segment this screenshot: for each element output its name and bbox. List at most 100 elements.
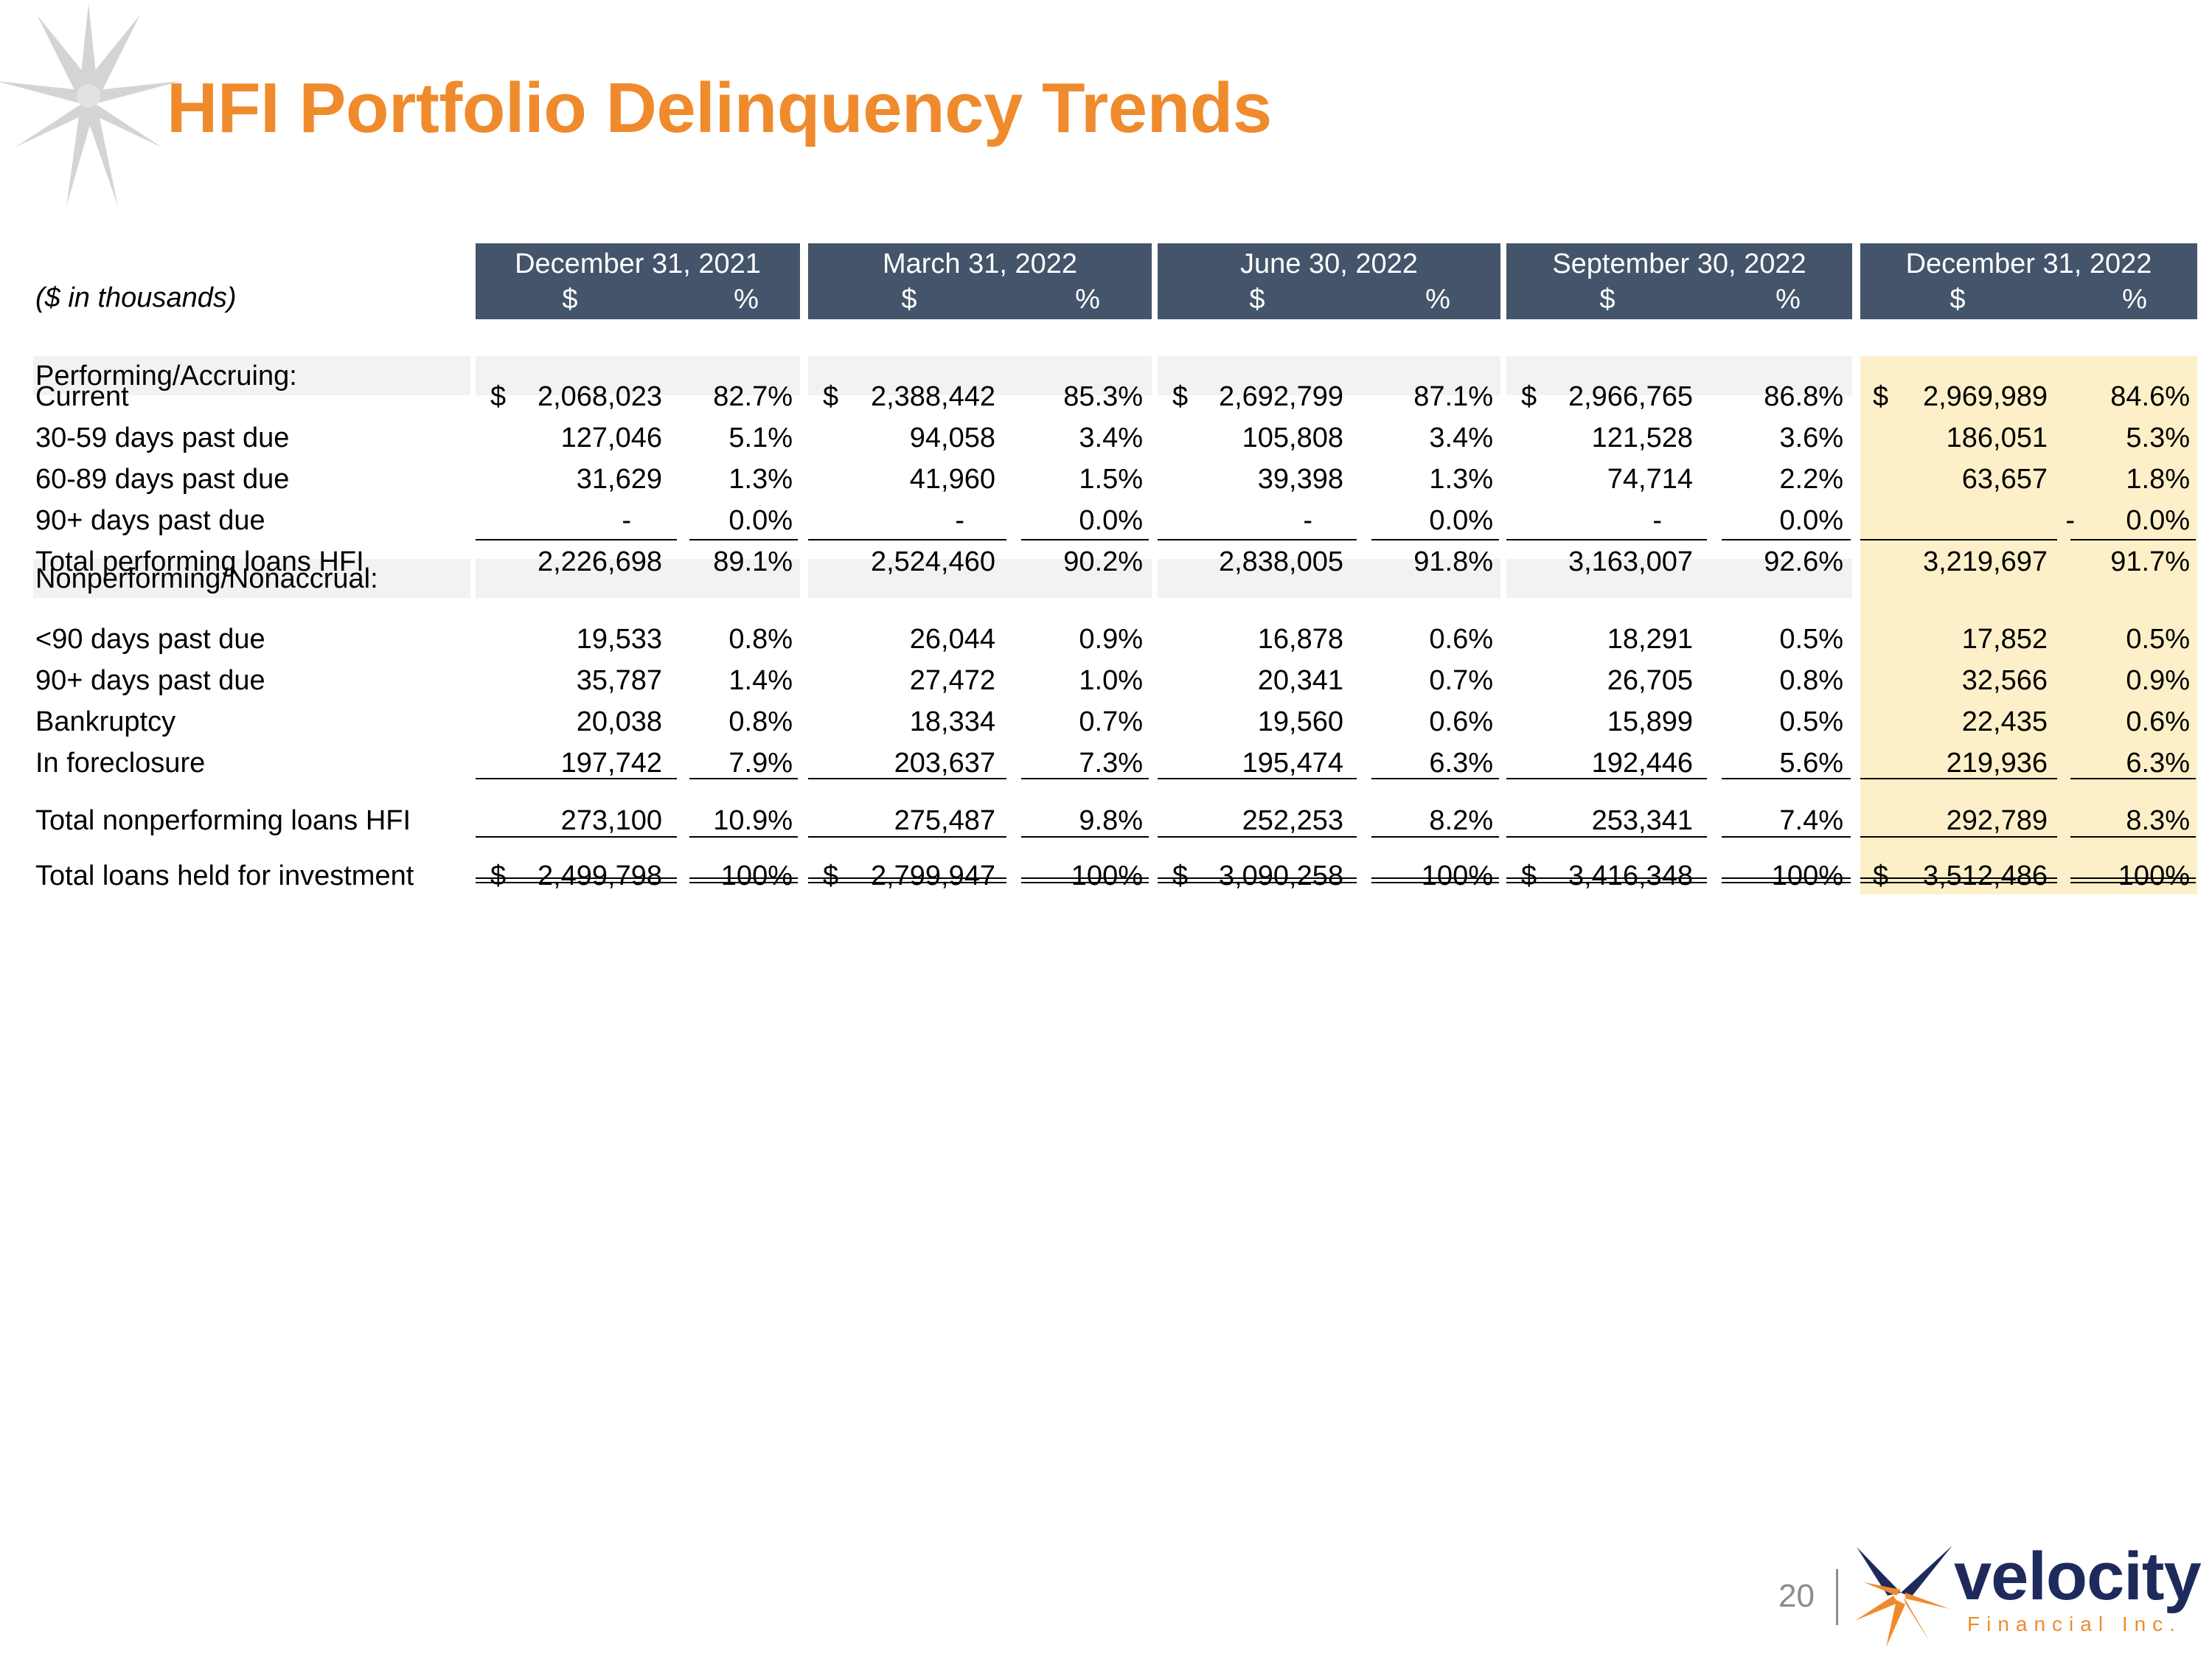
amount-cell: - bbox=[1303, 505, 1312, 536]
percent-cell: 1.3% bbox=[728, 464, 793, 495]
percent-cell: 0.8% bbox=[728, 706, 793, 737]
currency-symbol: $ bbox=[1172, 860, 1189, 891]
percent-cell: 86.8% bbox=[1764, 381, 1843, 412]
row-label: In foreclosure bbox=[35, 748, 206, 779]
underline bbox=[1371, 778, 1499, 779]
percent-cell: 6.3% bbox=[2126, 748, 2190, 779]
amount-cell: 2,524,460 bbox=[870, 546, 995, 577]
section-band bbox=[1158, 356, 1500, 395]
percent-cell: 91.7% bbox=[2110, 546, 2190, 577]
percent-cell: 0.5% bbox=[1779, 706, 1843, 737]
underline bbox=[689, 836, 798, 838]
underline bbox=[1506, 836, 1707, 838]
amount-cell: 292,789 bbox=[1946, 805, 2048, 836]
double-underline bbox=[1860, 877, 2057, 883]
amount-cell: 27,472 bbox=[909, 665, 995, 696]
percent-cell: 6.3% bbox=[1429, 748, 1493, 779]
currency-symbol: $ bbox=[1521, 860, 1537, 891]
percent-column-header: % bbox=[2122, 284, 2147, 315]
percent-cell: 89.1% bbox=[713, 546, 793, 577]
amount-cell: 121,528 bbox=[1591, 422, 1693, 453]
double-underline bbox=[1506, 877, 1707, 883]
percent-cell: 91.8% bbox=[1413, 546, 1493, 577]
amount-cell: 35,787 bbox=[576, 665, 662, 696]
amount-cell: 17,852 bbox=[1961, 624, 2048, 655]
percent-cell: 9.8% bbox=[1079, 805, 1143, 836]
percent-cell: 85.3% bbox=[1063, 381, 1143, 412]
percent-cell: 0.0% bbox=[728, 505, 793, 536]
amount-cell: 94,058 bbox=[909, 422, 995, 453]
underline bbox=[476, 778, 677, 779]
period-date: September 30, 2022 bbox=[1552, 248, 1806, 279]
amount-cell: 127,046 bbox=[560, 422, 662, 453]
amount-cell: 2,692,799 bbox=[1218, 381, 1343, 412]
double-underline bbox=[1371, 877, 1499, 883]
section-band bbox=[808, 356, 1152, 395]
corner-star-icon bbox=[0, 4, 181, 206]
percent-column-header: % bbox=[1425, 284, 1450, 315]
underline bbox=[1860, 778, 2057, 779]
period-header: December 31, 2022 $% bbox=[1860, 243, 2197, 319]
section-label-nonperforming: Nonperforming/Nonaccrual: bbox=[35, 563, 378, 594]
amount-cell: 203,637 bbox=[894, 748, 995, 779]
period-date: December 31, 2021 bbox=[515, 248, 761, 279]
percent-cell: 1.3% bbox=[1429, 464, 1493, 495]
percent-cell: 0.5% bbox=[1779, 624, 1843, 655]
highlight-column bbox=[1860, 356, 2197, 894]
double-underline bbox=[808, 877, 1006, 883]
percent-cell: 1.5% bbox=[1079, 464, 1143, 495]
percent-cell: 2.2% bbox=[1779, 464, 1843, 495]
percent-cell: 0.9% bbox=[2126, 665, 2190, 696]
amount-cell: 2,969,989 bbox=[1922, 381, 2048, 412]
percent-cell: 100% bbox=[2118, 860, 2190, 891]
section-band bbox=[476, 356, 800, 395]
percent-cell: 3.4% bbox=[1079, 422, 1143, 453]
percent-cell: 7.4% bbox=[1779, 805, 1843, 836]
percent-column-header: % bbox=[1075, 284, 1100, 315]
percent-cell: 8.2% bbox=[1429, 805, 1493, 836]
amount-cell: 39,398 bbox=[1257, 464, 1343, 495]
amount-column-header: $ bbox=[1599, 284, 1615, 315]
underline bbox=[1021, 778, 1149, 779]
percent-cell: 0.0% bbox=[1429, 505, 1493, 536]
underline bbox=[1506, 778, 1707, 779]
amount-cell: 19,533 bbox=[576, 624, 662, 655]
amount-cell: 16,878 bbox=[1257, 624, 1343, 655]
amount-cell: 197,742 bbox=[560, 748, 662, 779]
amount-cell: 2,068,023 bbox=[537, 381, 662, 412]
underline bbox=[476, 539, 677, 540]
percent-cell: 10.9% bbox=[713, 805, 793, 836]
underline bbox=[2070, 539, 2196, 540]
percent-cell: 0.8% bbox=[728, 624, 793, 655]
footer-separator bbox=[1836, 1569, 1838, 1625]
amount-cell: - bbox=[1652, 505, 1662, 536]
amount-cell: 20,341 bbox=[1257, 665, 1343, 696]
percent-cell: 0.7% bbox=[1429, 665, 1493, 696]
percent-cell: 8.3% bbox=[2126, 805, 2190, 836]
period-date: December 31, 2022 bbox=[1905, 248, 2152, 279]
section-band bbox=[33, 356, 470, 395]
row-label: 90+ days past due bbox=[35, 505, 265, 536]
velocity-logo-icon bbox=[1855, 1545, 1952, 1647]
underline bbox=[1371, 539, 1499, 540]
double-underline bbox=[1158, 877, 1357, 883]
percent-cell: 82.7% bbox=[713, 381, 793, 412]
currency-symbol: $ bbox=[490, 381, 507, 412]
section-band bbox=[1158, 559, 1500, 598]
amount-column-header: $ bbox=[901, 284, 917, 315]
percent-cell: 7.9% bbox=[728, 748, 793, 779]
amount-cell: 252,253 bbox=[1242, 805, 1343, 836]
percent-cell: 0.7% bbox=[1079, 706, 1143, 737]
amount-column-header: $ bbox=[1249, 284, 1265, 315]
amount-cell: - bbox=[955, 505, 964, 536]
underline bbox=[1860, 539, 2057, 540]
amount-cell: 22,435 bbox=[1961, 706, 2048, 737]
percent-cell: 0.5% bbox=[2126, 624, 2190, 655]
percent-cell: 0.0% bbox=[1779, 505, 1843, 536]
percent-cell: 84.6% bbox=[2110, 381, 2190, 412]
percent-cell: 0.0% bbox=[1079, 505, 1143, 536]
percent-cell: 3.6% bbox=[1779, 422, 1843, 453]
percent-cell: 0.6% bbox=[1429, 706, 1493, 737]
amount-cell: 275,487 bbox=[894, 805, 995, 836]
percent-cell: 7.3% bbox=[1079, 748, 1143, 779]
